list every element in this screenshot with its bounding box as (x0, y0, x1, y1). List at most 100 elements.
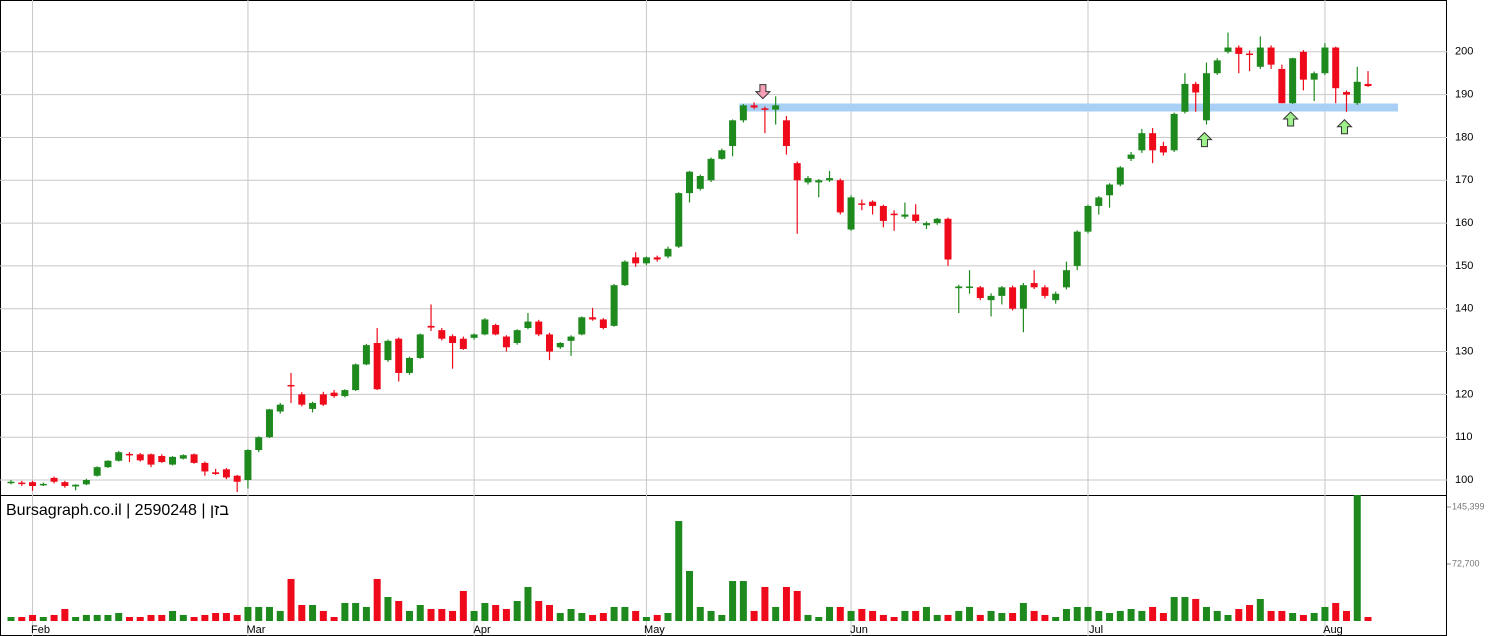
candle-body (1213, 60, 1221, 74)
candle-body (987, 295, 995, 301)
volume-bar (459, 590, 467, 621)
candle-body (1127, 154, 1135, 159)
candle-body (1019, 285, 1027, 309)
candle-body (416, 334, 424, 358)
y2-tick-label: 145,399 (1452, 501, 1485, 511)
candle-body (1138, 133, 1146, 151)
candle-body (1202, 73, 1210, 121)
candle-body (1364, 83, 1372, 87)
candle-body (567, 336, 575, 341)
candle-body (61, 482, 69, 487)
candle-body (93, 467, 101, 476)
volume-bar (1170, 597, 1178, 621)
candle-body (1321, 47, 1329, 74)
volume-bar (1246, 605, 1254, 621)
candle-body (858, 203, 866, 205)
volume-bar (265, 606, 273, 621)
volume-bar (664, 613, 672, 621)
candle-body (470, 334, 478, 338)
volume-bar (136, 617, 144, 621)
candle-body (761, 108, 769, 110)
candle-body (1342, 92, 1350, 95)
candle-body (222, 469, 230, 478)
volume-bar (556, 613, 564, 621)
candle-body (599, 319, 607, 329)
volume-bar (1181, 597, 1189, 621)
volume-bar (1342, 610, 1350, 621)
volume-bar (879, 614, 887, 621)
y-tick-label: 120 (1455, 388, 1473, 400)
candle-body (912, 214, 920, 221)
x-tick-label: Mar (246, 624, 265, 636)
candle-body (718, 150, 726, 159)
candle-body (1299, 51, 1307, 80)
candle-body (201, 462, 209, 472)
volume-bar (912, 610, 920, 621)
volume-bar (1030, 610, 1038, 621)
candle-body (804, 178, 812, 183)
volume-bar (998, 613, 1006, 621)
volume-bar (309, 605, 317, 621)
candle-body (169, 456, 177, 465)
volume-bar (513, 601, 521, 621)
candle-body (524, 321, 532, 329)
volume-bar (190, 617, 198, 621)
x-tick-label: Feb (31, 624, 50, 636)
volume-bar (287, 578, 295, 621)
candle-body (158, 456, 166, 463)
grid (0, 0, 1447, 636)
candle-body (265, 409, 273, 438)
candle-body (341, 390, 349, 397)
candle-body (276, 404, 284, 412)
signal-arrow (1336, 119, 1353, 135)
y-tick-label: 190 (1455, 89, 1473, 101)
candle-body (955, 286, 963, 289)
candle-body (707, 158, 715, 181)
candle-body (1192, 83, 1200, 93)
volume-bar (782, 586, 790, 621)
volume-bar (373, 578, 381, 621)
y2-tick-label: 72,700 (1452, 558, 1480, 568)
candle-body (330, 392, 338, 397)
candle-body (1224, 47, 1232, 52)
volume-bar (1321, 606, 1329, 621)
volume-bar (104, 614, 112, 621)
candle-body (976, 287, 984, 299)
volume-bar (589, 614, 597, 621)
candle-body (815, 180, 823, 183)
volume-bar (1149, 606, 1157, 621)
candle-body (39, 483, 47, 486)
volume-bar (18, 617, 26, 621)
volume-bar (244, 606, 252, 621)
candle-body (1041, 287, 1049, 296)
candle-body (546, 334, 553, 352)
candle-body (7, 481, 15, 484)
candle-body (556, 342, 564, 348)
candle-body (1289, 58, 1297, 104)
y-tick-label: 200 (1455, 46, 1473, 58)
candle-body (29, 482, 37, 487)
volume-bar (976, 614, 984, 621)
candle-body (72, 484, 80, 487)
candle-body (675, 193, 683, 247)
volume-bar (707, 610, 715, 621)
volume-bar (567, 609, 575, 621)
volume-bar (1213, 610, 1221, 621)
candle-body (1278, 68, 1286, 104)
volume-bar (966, 606, 974, 621)
volume-bar (1084, 606, 1092, 621)
volume-bar (750, 610, 758, 621)
volume-bar (1009, 613, 1017, 621)
volume-bar (1159, 613, 1167, 621)
volume-bar (50, 614, 58, 621)
volume-bar (524, 586, 532, 621)
volume-bar (653, 614, 661, 621)
volume-bar (793, 590, 801, 621)
volume-bar (1299, 614, 1307, 621)
candle-body (1235, 47, 1243, 54)
candle-body (50, 477, 58, 482)
y-tick-label: 170 (1455, 174, 1473, 186)
volume-bar (481, 602, 489, 621)
signal-arrow (1196, 131, 1213, 148)
volume-bar (686, 570, 694, 621)
